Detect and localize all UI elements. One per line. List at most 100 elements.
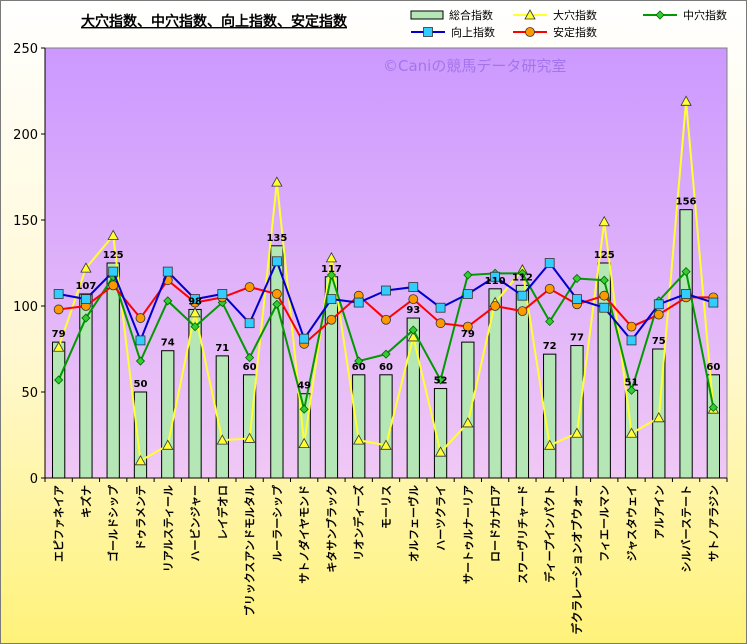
y-tick-label: 250 (13, 42, 38, 57)
category-label: エピファネイア (53, 485, 66, 562)
bar-value-label: 74 (161, 338, 175, 349)
category-label: シルバーステート (680, 485, 693, 572)
category-label: ゴールドシップ (106, 484, 120, 562)
category-label: キタサンブラック (324, 485, 338, 573)
series-marker (626, 335, 637, 346)
category-label: リアルスティール (162, 485, 175, 572)
series-marker (190, 322, 200, 332)
bar-value-label: 79 (52, 329, 66, 340)
series-marker (326, 294, 337, 305)
series-marker (326, 270, 337, 280)
bar (270, 245, 284, 479)
legend-label: 安定指数 (553, 25, 597, 39)
bar-value-label: 117 (321, 264, 342, 275)
series-marker (298, 437, 310, 449)
bar-value-label: 60 (706, 362, 720, 373)
series-marker (653, 299, 664, 310)
series-marker (134, 454, 147, 466)
series-marker (435, 318, 446, 329)
y-tick-label: 150 (13, 214, 38, 229)
line-series (52, 95, 720, 466)
category-label: アルアイン (653, 485, 666, 539)
category-label: サートゥルナーリア (462, 485, 475, 584)
series-marker (244, 282, 255, 292)
category-label: ディープインパクト (543, 485, 557, 583)
series-marker (681, 289, 691, 299)
legend-label: 総合指数 (449, 8, 493, 22)
series-marker (381, 285, 391, 296)
category-label: ブリックスアンドモルタル (243, 485, 257, 616)
category-label: モーリス (380, 485, 393, 529)
series-marker (381, 314, 391, 325)
legend-marker (525, 27, 535, 37)
category-label: ジャスタウェイ (626, 485, 639, 561)
series-marker (81, 313, 91, 323)
series-marker (53, 289, 64, 299)
legend-label: 向上指数 (451, 25, 495, 39)
bar (52, 341, 66, 479)
series-marker (53, 304, 64, 315)
series-marker (244, 318, 255, 329)
series-marker (462, 417, 474, 428)
series-marker (135, 313, 146, 323)
series-marker (163, 296, 173, 306)
category-label: フィエールマン (598, 485, 611, 562)
y-axis: 0 50 100 150 200 250 (13, 42, 46, 487)
series-marker (544, 283, 555, 294)
series-marker (381, 349, 391, 359)
series-marker (81, 294, 91, 305)
bar-value-label: 60 (352, 362, 366, 373)
y-tick-label: 200 (13, 128, 38, 143)
category-label: ルーラーシップ (270, 484, 284, 562)
series-marker (517, 268, 527, 278)
series-marker (462, 289, 473, 299)
series-marker (599, 290, 610, 301)
category-label: スワーヴリチャード (515, 485, 529, 584)
category-label: オルフェーヴル (406, 485, 420, 562)
series-marker (599, 302, 610, 313)
bar-value-label: 51 (625, 377, 639, 388)
bar-value-label: 60 (379, 362, 393, 373)
y-tick-label: 100 (13, 300, 38, 315)
bar-value-label: 125 (103, 250, 124, 261)
series-marker (135, 335, 146, 346)
series-marker (626, 321, 637, 332)
series-marker (572, 294, 582, 305)
series-marker (708, 297, 719, 308)
series-marker (353, 434, 365, 445)
bar-value-label: 49 (297, 381, 311, 392)
series-marker (462, 321, 473, 332)
series-marker (52, 341, 65, 352)
legend-marker (423, 27, 433, 37)
series-marker (162, 266, 173, 277)
series-marker (299, 333, 310, 344)
bar-value-label: 112 (512, 272, 533, 283)
series-marker (653, 309, 664, 320)
legend-marker (524, 9, 536, 20)
legend-label: 大穴指数 (553, 8, 597, 22)
bar (161, 350, 175, 479)
series-marker (380, 439, 392, 450)
series-marker (189, 307, 201, 318)
series-marker (54, 375, 64, 385)
series-marker (80, 262, 92, 273)
category-label: キズナ (79, 485, 93, 518)
bar-value-label: 107 (75, 281, 96, 292)
series-marker (680, 95, 692, 106)
series-marker (599, 275, 609, 285)
series-marker (490, 271, 501, 282)
series-marker (325, 252, 338, 263)
series-marker (571, 427, 583, 438)
series-marker (271, 176, 283, 187)
legend-label: 中穴指数 (683, 8, 727, 22)
bar-value-label: 110 (485, 276, 506, 287)
bar (406, 317, 420, 479)
bar-value-label: 60 (243, 362, 257, 373)
series-marker (625, 427, 638, 438)
series-marker (408, 294, 419, 305)
series-marker (271, 256, 282, 267)
series-marker (435, 375, 446, 385)
bar-value-label: 79 (461, 329, 475, 340)
category-label: レイデオロ (215, 485, 229, 540)
